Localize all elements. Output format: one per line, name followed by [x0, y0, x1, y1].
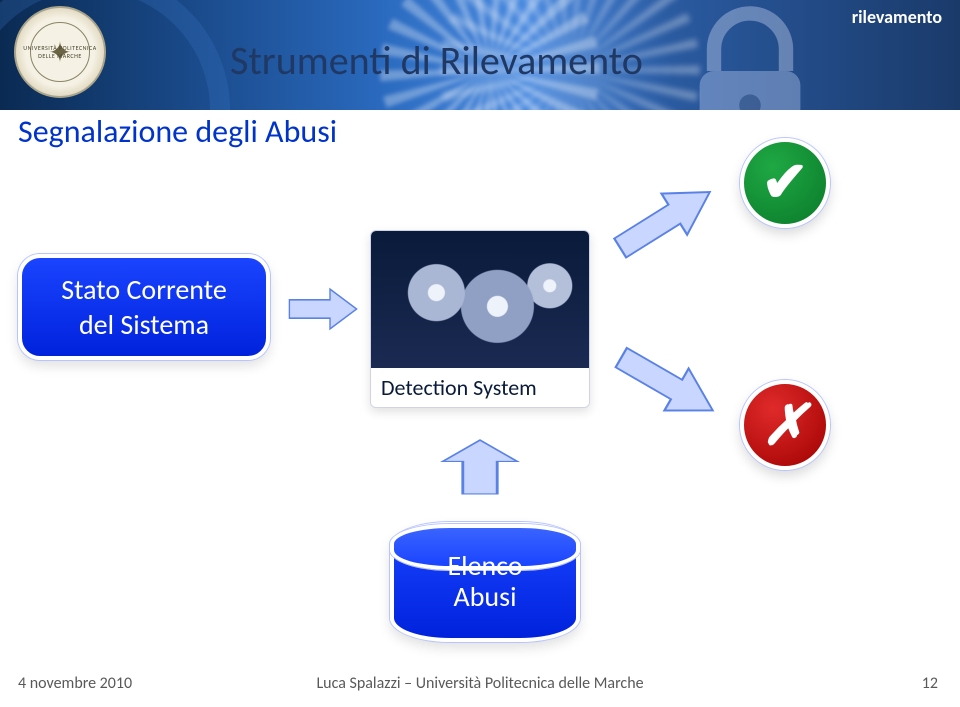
- detection-label: Detection System: [371, 368, 589, 407]
- stato-corrente-box: Stato Corrente del Sistema: [18, 254, 270, 360]
- elenco-abusi-cylinder: Elenco Abusi: [390, 522, 580, 642]
- seal-inner-icon: ✦: [30, 22, 90, 82]
- elenco-line2: Abusi: [454, 582, 517, 613]
- cross-badge: ✗: [740, 380, 830, 470]
- slide-title: Strumenti di Rilevamento: [230, 36, 643, 85]
- lock-icon: [660, 0, 840, 110]
- detection-system-card: Detection System: [370, 230, 590, 408]
- footer-date: 4 novembre 2010: [18, 674, 132, 693]
- cross-icon: ✗: [762, 393, 809, 458]
- arrow-elenco-to-detection: [437, 439, 523, 495]
- check-icon: ✔: [762, 149, 809, 217]
- arrow-detection-to-ok: [604, 167, 727, 273]
- arrow-stato-to-detection: [288, 286, 358, 332]
- elenco-line1: Elenco: [447, 551, 522, 582]
- slide-subtitle: Segnalazione degli Abusi: [18, 112, 337, 151]
- arrow-detection-to-bad: [605, 332, 728, 435]
- gears-icon: [371, 231, 589, 368]
- footer-page-number: 12: [922, 674, 938, 693]
- stato-line1: Stato Corrente: [61, 272, 227, 307]
- footer-author: Luca Spalazzi – Università Politecnica d…: [316, 674, 643, 693]
- corner-label: rilevamento: [852, 6, 942, 28]
- university-seal-icon: ✦: [14, 6, 106, 98]
- check-badge: ✔: [740, 138, 830, 228]
- stato-line2: del Sistema: [79, 307, 209, 342]
- slide: ✦ rilevamento Strumenti di Rilevamento S…: [0, 0, 960, 707]
